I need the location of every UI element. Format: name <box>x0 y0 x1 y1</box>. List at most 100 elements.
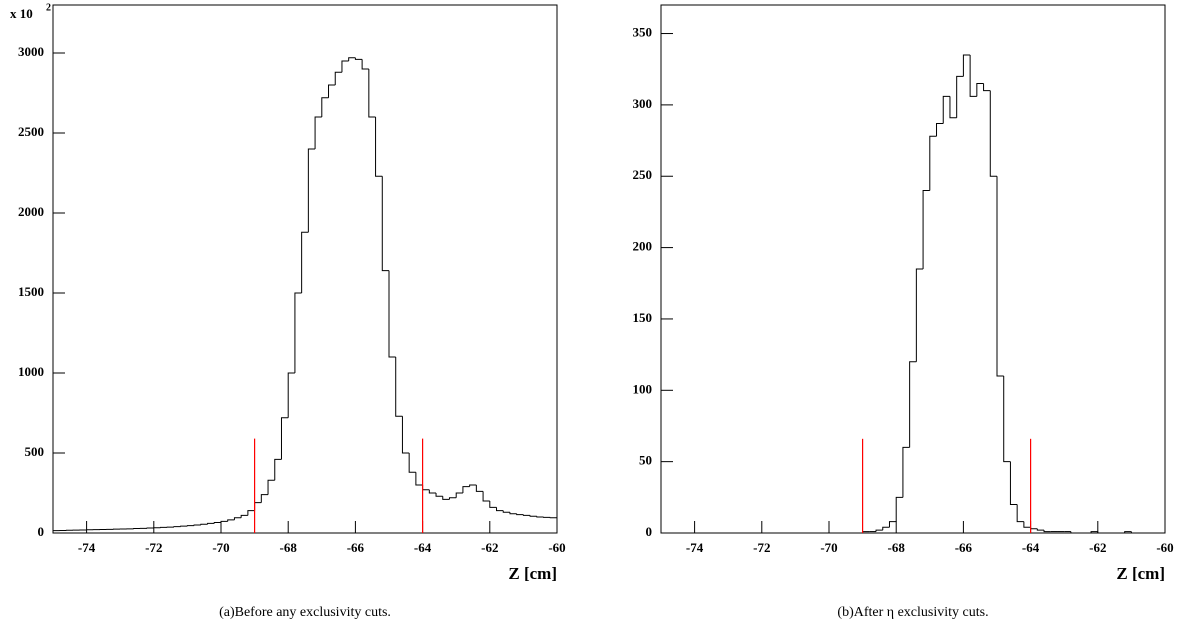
plot-frame <box>52 4 558 534</box>
histogram-bin <box>435 493 443 497</box>
histogram-bin <box>949 96 957 119</box>
histogram-bin <box>888 521 897 528</box>
y-tick-label: 200 <box>633 239 653 254</box>
x-tick-label: -66 <box>347 540 365 555</box>
plot-frame <box>660 4 1166 534</box>
histogram-bin <box>455 492 463 498</box>
caption: (b)After η exclusivity cuts. <box>837 605 988 620</box>
histogram-bin <box>1036 528 1045 531</box>
histogram-bin <box>1003 376 1011 463</box>
histogram-bin <box>213 521 221 524</box>
histogram-bin <box>287 372 295 418</box>
histogram-bin <box>1124 531 1132 533</box>
histogram-bin <box>915 268 924 362</box>
histogram-bin <box>381 176 389 272</box>
histogram-bin <box>962 54 971 77</box>
histogram-bin <box>895 496 903 522</box>
histogram-bin <box>52 530 60 533</box>
histogram-bin <box>1023 521 1031 528</box>
histogram-bin <box>1009 461 1018 505</box>
x-tick-label: -74 <box>78 540 96 555</box>
histogram-bin <box>976 82 984 97</box>
x-tick-label: -74 <box>686 540 704 555</box>
histogram-bin <box>260 494 269 503</box>
x-tick-label: -62 <box>1089 540 1106 555</box>
x-axis-label: Z [cm] <box>1116 564 1165 583</box>
histogram-bin <box>482 491 490 502</box>
y-tick-label: 1500 <box>18 284 44 299</box>
x-tick-label: -60 <box>548 540 565 555</box>
x-tick-label: -72 <box>753 540 770 555</box>
y-tick-label: 300 <box>633 96 653 111</box>
histogram-bin <box>522 514 531 516</box>
histogram-bin <box>280 417 289 460</box>
histogram-bin <box>193 524 201 526</box>
histogram-bin <box>1016 504 1024 523</box>
histogram-bin <box>1070 531 1078 534</box>
y-tick-label: 100 <box>633 381 653 396</box>
histogram-bin <box>469 484 477 487</box>
histogram-bin <box>375 117 383 177</box>
histogram-bin <box>368 69 376 118</box>
x-tick-label: -68 <box>280 540 298 555</box>
x-tick-label: -64 <box>1022 540 1040 555</box>
histogram-bin <box>361 59 369 70</box>
histogram-bin <box>442 496 450 500</box>
histogram-bin <box>314 116 322 149</box>
histogram-bin <box>969 54 977 97</box>
y-tick-label: 350 <box>633 25 653 40</box>
histogram-bin <box>233 517 242 520</box>
histogram-bin <box>254 502 262 511</box>
histogram-bin <box>536 516 544 518</box>
y-tick-label: 2500 <box>18 124 44 139</box>
histogram-bin <box>321 97 329 117</box>
histogram-bin <box>240 514 248 518</box>
y-tick-label: 50 <box>639 453 652 468</box>
x-tick-label: -62 <box>481 540 498 555</box>
histogram-bin <box>882 526 890 531</box>
x-tick-label: -68 <box>888 540 906 555</box>
x-tick-label: -70 <box>212 540 229 555</box>
histogram-bin <box>334 71 342 85</box>
y-tick-label: 0 <box>646 524 653 539</box>
histogram-bin <box>220 520 228 523</box>
y-tick-label: 150 <box>633 310 653 325</box>
histogram-bin <box>267 479 275 495</box>
histogram-bin <box>341 60 349 73</box>
y-tick-label: 1000 <box>18 364 44 379</box>
histogram-bin <box>428 489 437 494</box>
histogram-bin <box>902 446 910 498</box>
histogram-bin <box>1030 527 1038 530</box>
y-tick-label: 250 <box>633 167 653 182</box>
histogram-bin <box>247 510 255 516</box>
histogram-bin <box>502 510 510 513</box>
x-tick-label: -66 <box>955 540 973 555</box>
histogram-bin <box>401 416 410 454</box>
histogram-bin <box>408 453 416 473</box>
y-multiplier-exponent: 2 <box>46 2 51 13</box>
histogram-bin <box>983 83 991 92</box>
histogram-bin <box>354 57 363 60</box>
histogram-bin <box>875 529 883 532</box>
histogram-bin <box>956 75 964 118</box>
histogram-bin <box>936 122 944 137</box>
histogram-bin <box>422 485 430 491</box>
y-multiplier: x 10 <box>10 6 33 21</box>
histogram-bin <box>1043 530 1051 533</box>
histogram-bin <box>909 361 917 448</box>
histogram-bin <box>388 270 396 358</box>
x-tick-label: -60 <box>1156 540 1173 555</box>
histogram-bin <box>942 95 950 124</box>
y-tick-label: 0 <box>38 524 45 539</box>
histogram-bin <box>348 57 356 61</box>
histogram-bin <box>1097 531 1105 534</box>
histogram-bin <box>989 90 997 177</box>
histogram-bin <box>301 231 309 293</box>
histogram-bin <box>929 135 937 191</box>
histogram-bin <box>227 519 235 522</box>
histogram-bin <box>415 472 423 486</box>
histogram-bin <box>462 486 470 493</box>
histogram-bin <box>200 523 208 525</box>
histogram-bin <box>448 497 457 500</box>
histogram-bin <box>922 190 930 269</box>
